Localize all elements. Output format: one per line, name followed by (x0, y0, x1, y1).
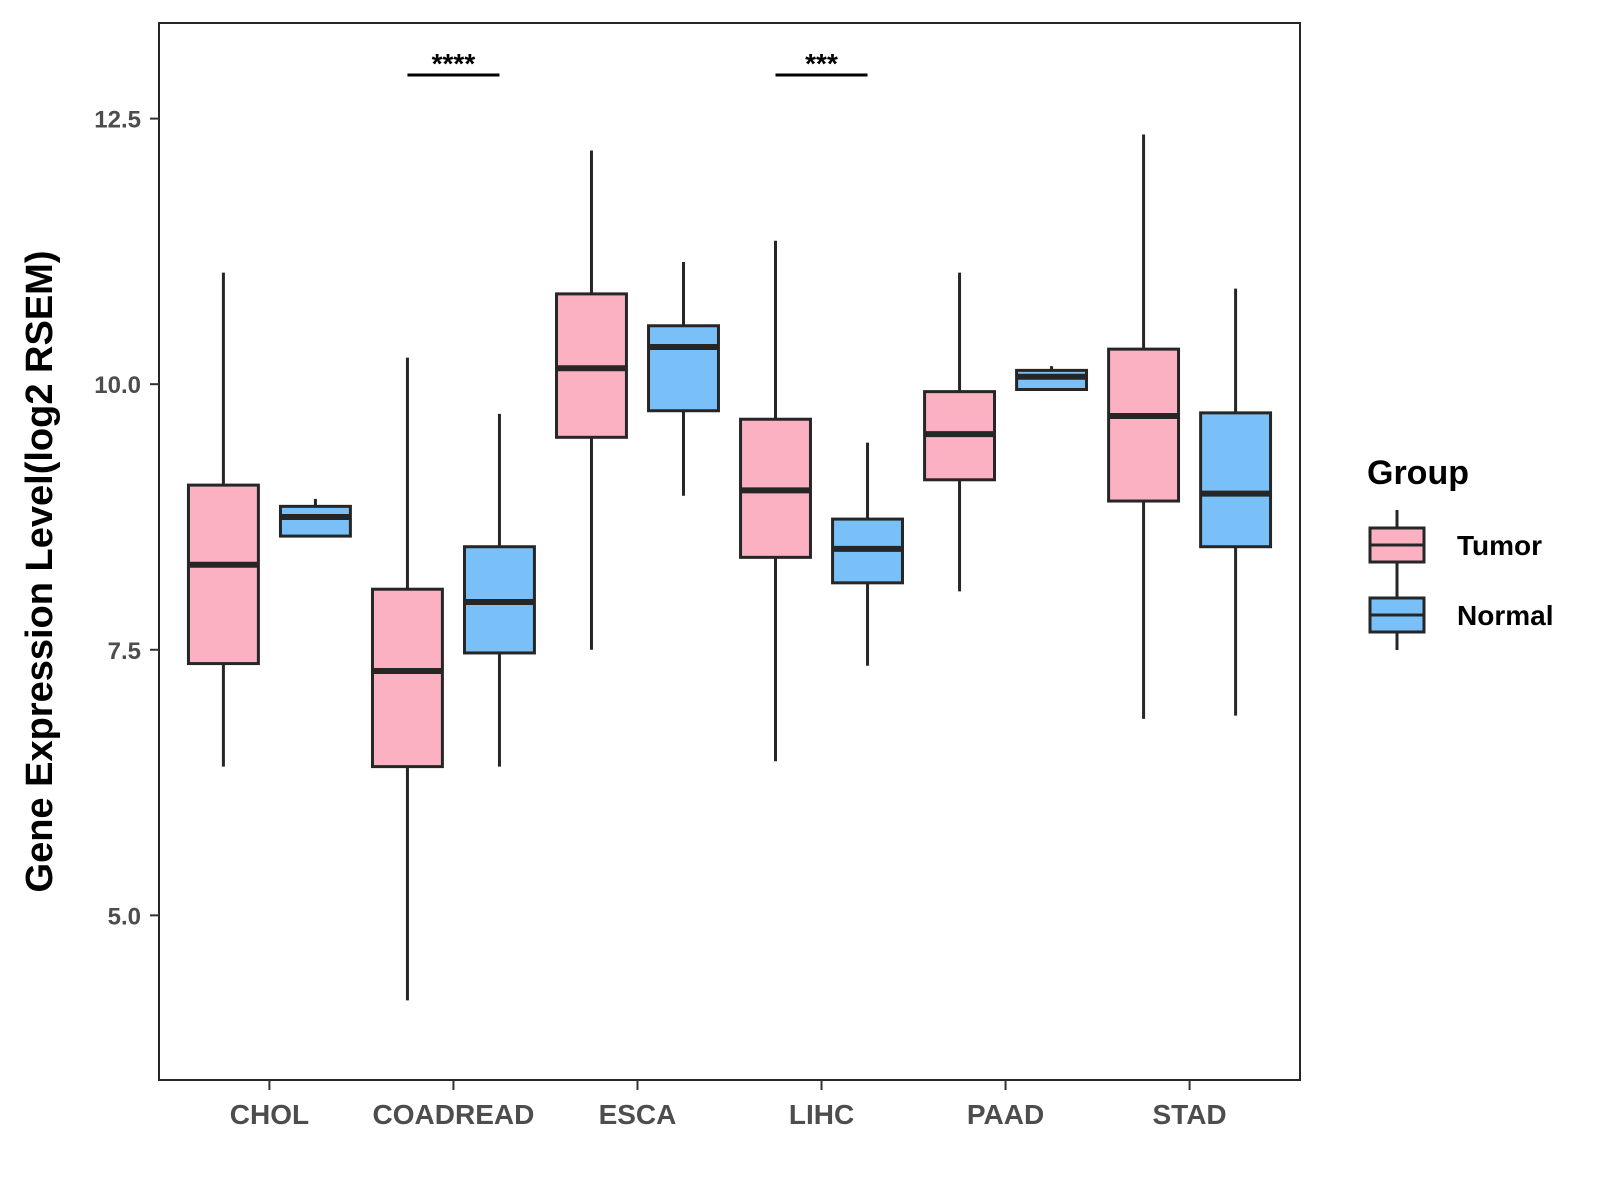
legend-label-normal: Normal (1457, 600, 1553, 631)
x-tick-label: STAD (1153, 1099, 1227, 1130)
legend-entry-tumor: Tumor (1368, 510, 1542, 580)
box-tumor-coadread (370, 357, 444, 1001)
box-body (647, 324, 720, 413)
box-normal-coadread (462, 413, 536, 767)
x-tick-label: LIHC (789, 1099, 854, 1130)
y-tick-label: 5.0 (108, 903, 141, 930)
box-body (278, 504, 352, 538)
x-tick-label: ESCA (599, 1099, 677, 1130)
y-tick-label: 12.5 (94, 107, 141, 134)
box-body (1015, 368, 1089, 391)
box-tumor-paad (923, 272, 997, 592)
box-tumor-stad (1107, 134, 1181, 719)
significance-label: *** (805, 48, 838, 79)
plot-area: **** *** (158, 22, 1301, 1081)
box-tumor-lihc (739, 240, 812, 762)
box-body (186, 483, 260, 666)
x-tick-label: COADREAD (373, 1099, 535, 1130)
legend-label-tumor: Tumor (1457, 530, 1542, 561)
significance-lihc: *** (775, 48, 868, 79)
y-axis-title: Gene Expression Level(log2 RSEM) (19, 251, 61, 893)
y-tick-label: 10.0 (94, 372, 141, 399)
legend: Group Tumor Normal (1367, 454, 1553, 650)
box-normal-stad (1199, 288, 1273, 716)
box-tumor-esca (555, 150, 628, 650)
x-tick-label: PAAD (967, 1099, 1044, 1130)
legend-entry-normal: Normal (1368, 580, 1553, 650)
axes: Gene Expression Level(log2 RSEM) 5.0 7.5 1… (19, 107, 1227, 1130)
box-tumor-chol (186, 272, 260, 767)
box-normal-esca (647, 262, 720, 496)
legend-title: Group (1367, 454, 1469, 492)
box-normal-chol (278, 498, 352, 538)
box-body (1199, 411, 1273, 549)
box-body (370, 587, 444, 769)
y-tick-label: 7.5 (108, 638, 141, 665)
significance-label: **** (432, 48, 476, 79)
box-body (1107, 347, 1181, 503)
box-normal-paad (1015, 366, 1089, 391)
panel-border (158, 22, 1301, 1081)
x-tick-label: CHOL (230, 1099, 309, 1130)
significance-coadread: **** (407, 48, 500, 79)
box-normal-lihc (831, 442, 904, 666)
